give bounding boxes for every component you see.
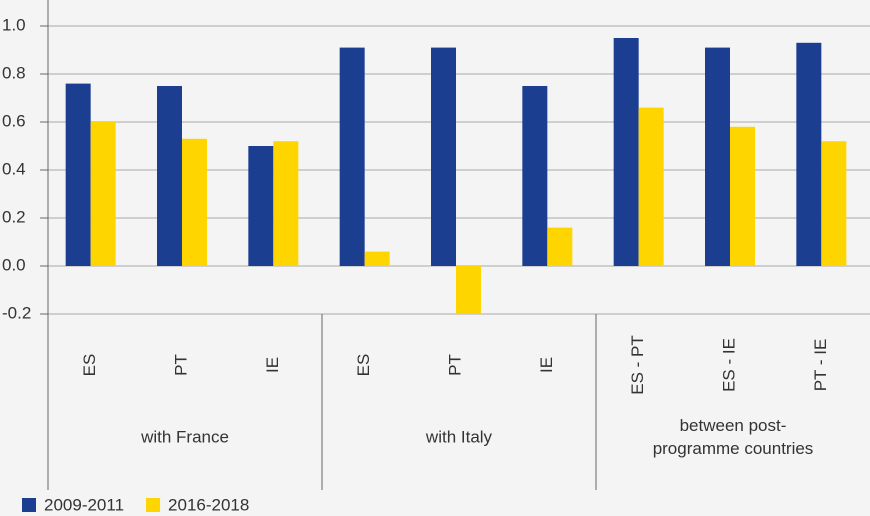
x-tick-label: ES: [354, 354, 373, 377]
bar: [456, 266, 481, 314]
x-tick-label: ES: [80, 354, 99, 377]
y-tick-label: 0.6: [2, 111, 26, 130]
group-label: with France: [141, 427, 229, 447]
x-tick-label: PT - IE: [811, 339, 830, 392]
y-tick-label: 1.0: [2, 15, 26, 34]
bar: [339, 47, 365, 266]
bar: [796, 42, 822, 266]
y-tick-label: 0.2: [2, 207, 26, 226]
x-tick-label: IE: [263, 357, 282, 373]
y-tick-label: 0.0: [2, 255, 26, 274]
group-label: with Italy: [425, 427, 493, 447]
bar: [157, 86, 182, 266]
bar: [522, 86, 548, 266]
bar: [547, 227, 573, 266]
x-tick-label: PT: [171, 354, 190, 376]
bar: [705, 47, 730, 266]
legend-label: 2009-2011: [44, 495, 124, 514]
bar: [90, 122, 116, 266]
bar: [182, 138, 207, 266]
bar: [248, 146, 274, 266]
bar: [364, 251, 390, 266]
group-label: between post-programme countries: [652, 416, 814, 458]
y-tick-label: -0.2: [2, 303, 31, 322]
x-tick-label: PT: [445, 354, 464, 376]
x-tick-label: ES - PT: [628, 335, 647, 395]
bar: [65, 83, 91, 266]
bar: [821, 141, 847, 266]
y-tick-label: 0.4: [2, 159, 26, 178]
y-tick-label: 0.8: [2, 63, 26, 82]
legend-swatch: [22, 498, 36, 512]
bar: [613, 38, 639, 266]
bar: [730, 126, 755, 266]
legend-label: 2016-2018: [168, 495, 249, 514]
x-tick-label: ES - IE: [719, 338, 738, 392]
bar: [273, 141, 299, 266]
x-tick-label: IE: [537, 357, 556, 373]
legend-swatch: [146, 498, 161, 512]
bar: [431, 47, 456, 266]
bar: [638, 107, 664, 266]
